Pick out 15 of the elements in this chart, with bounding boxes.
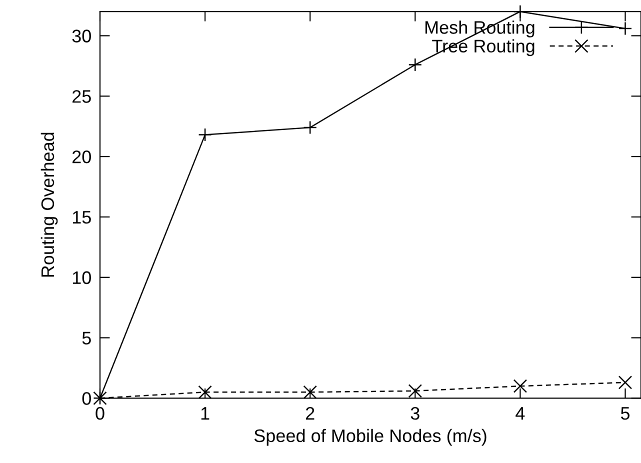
x-tick-label: 3	[410, 406, 420, 420]
y-tick-label: 5	[82, 332, 91, 344]
y-axis-title: Routing Overhead	[40, 132, 58, 277]
x-tick-label: 2	[306, 406, 314, 420]
x-tick-label: 1	[201, 407, 210, 420]
y-tick-label: 10	[72, 271, 91, 284]
x-tick-label: 0	[96, 406, 104, 420]
y-tick-label: 0	[82, 392, 91, 405]
y-tick-label: 30	[72, 30, 91, 42]
y-tick-label: 15	[72, 211, 91, 224]
x-tick-label: 5	[620, 407, 630, 420]
x-axis-title: Speed of Mobile Nodes (m/s)	[254, 428, 486, 446]
x-tick-label: 4	[516, 407, 525, 420]
y-tick-label: 20	[72, 150, 91, 164]
y-tick-label: 25	[72, 90, 91, 103]
